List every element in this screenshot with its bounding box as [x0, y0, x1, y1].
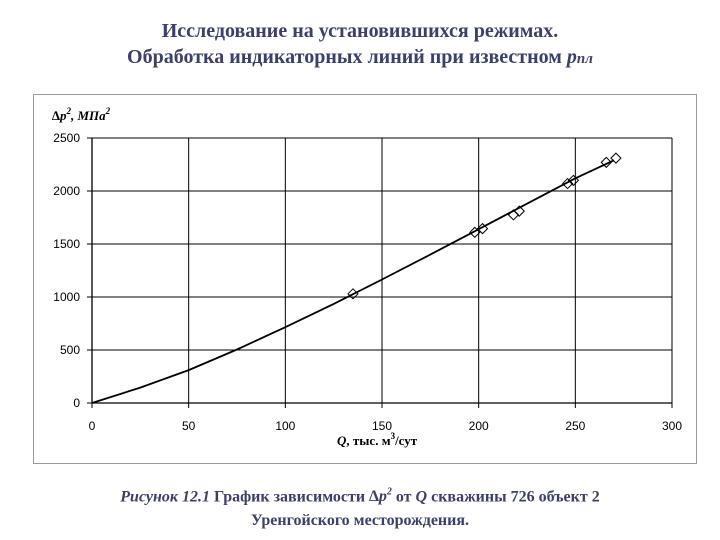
y-tick-label: 1000 [53, 290, 80, 304]
y-tick-label: 1500 [53, 237, 80, 251]
caption-text-c: скважины 726 объект 2 [431, 488, 600, 506]
y-tick-label: 2000 [53, 184, 80, 198]
caption-text-b: от [395, 488, 412, 506]
data-point [600, 156, 612, 169]
data-point [347, 288, 359, 300]
chart-grid [91, 137, 673, 404]
y-tick-label: 0 [73, 396, 80, 410]
caption-q: Q [415, 488, 428, 506]
data-point [567, 174, 580, 187]
data-point [513, 205, 525, 217]
caption-line-2: Уренгойского месторождения. [250, 512, 470, 530]
y-axis-label: ∆p2, МПа2 [52, 106, 111, 123]
x-tick-label: 250 [565, 419, 585, 433]
x-tick-label: 100 [275, 419, 295, 433]
title-line-1: Исследование на установившихся режимах. [161, 20, 559, 42]
chart-tick-labels: 0 50 100 150 200 250 300 0 500 1000 1500 2000 2500 [53, 131, 682, 433]
caption-figure-label: Рисунок 12.1 [120, 488, 211, 506]
chart-frame [33, 94, 697, 464]
data-point [561, 177, 574, 190]
title-line-2: Обработка индикаторных линий при известн… [0, 44, 720, 72]
x-tick-label: 150 [372, 419, 392, 433]
data-points [347, 152, 622, 300]
y-tick-label: 2500 [53, 131, 80, 145]
caption-text-a: График зависимости [214, 488, 366, 506]
caption-delta: ∆p2 [369, 487, 392, 506]
x-axis-label: Q, тыс. м3/сут [337, 431, 418, 448]
data-point [469, 226, 481, 239]
x-tick-label: 300 [662, 419, 682, 433]
slide-title: Исследование на установившихся режимах. … [0, 18, 720, 72]
trend-line [91, 159, 615, 404]
figure-caption: Рисунок 12.1 График зависимости ∆p2 от Q… [0, 481, 720, 533]
chart-axes [87, 137, 673, 408]
data-point [476, 222, 489, 235]
x-tick-label: 50 [182, 419, 196, 433]
caption-line-1: Рисунок 12.1 График зависимости ∆p2 от Q… [0, 481, 720, 509]
title-var-sub: пл [576, 51, 593, 67]
title-line-2-text: Обработка индикаторных линий при известн… [127, 46, 562, 68]
y-tick-label: 500 [60, 343, 80, 357]
title-var-p: p [566, 46, 577, 68]
x-tick-label: 0 [89, 419, 96, 433]
x-tick-label: 200 [469, 419, 489, 433]
data-point [610, 152, 622, 164]
